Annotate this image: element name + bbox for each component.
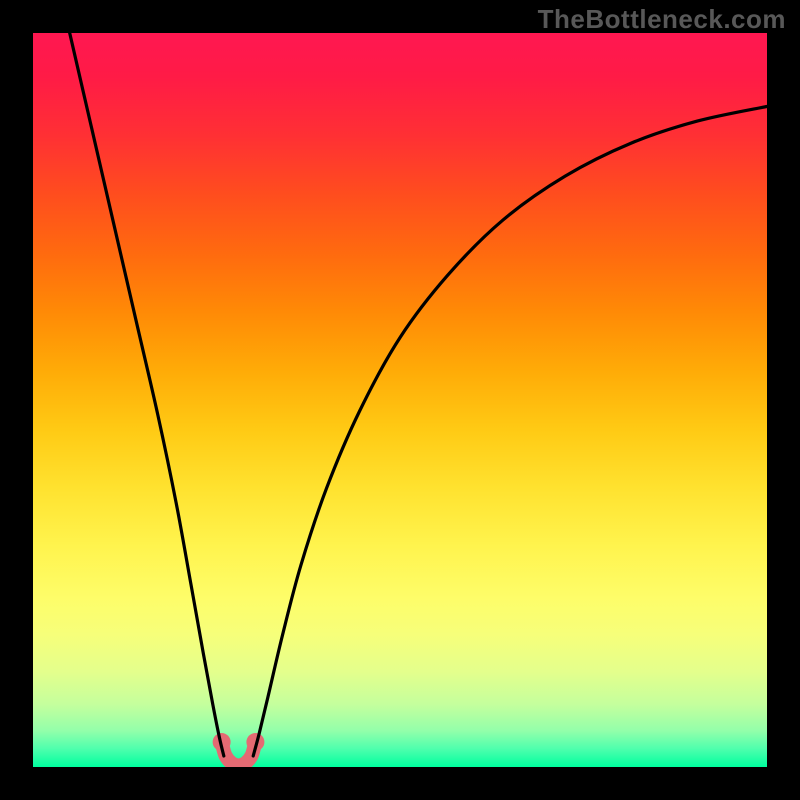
chart-container: TheBottleneck.com (0, 0, 800, 800)
watermark-label: TheBottleneck.com (538, 4, 786, 35)
bottleneck-chart (0, 0, 800, 800)
plot-background (33, 33, 767, 767)
